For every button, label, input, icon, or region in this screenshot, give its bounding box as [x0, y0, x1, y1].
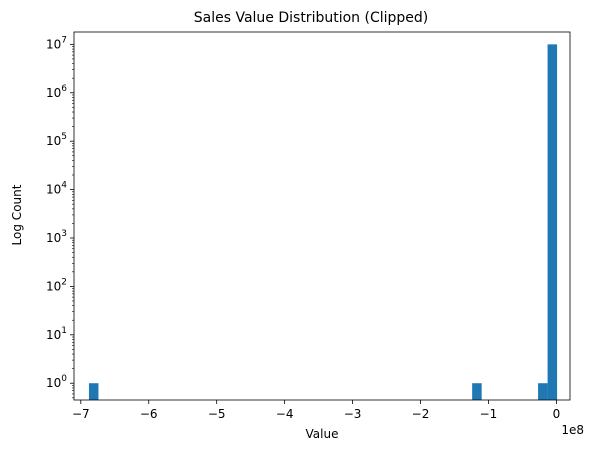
axes-frame	[73, 31, 571, 401]
histogram-bar-3	[547, 44, 558, 401]
x-tick-label-7: 0	[553, 407, 561, 421]
y-tick-label-5: 105	[46, 132, 67, 148]
x-offset-label: 1e8	[561, 423, 584, 437]
x-tick-label-1: −6	[140, 407, 158, 421]
plot-area: −7 −6 −5 −4 −3 −2 −1 0 100 101 102 103 104 105 106 107	[46, 31, 571, 421]
y-tick-label-7: 107	[46, 35, 67, 51]
histogram-bar-1	[472, 383, 482, 400]
x-tick-label-4: −3	[344, 407, 362, 421]
y-tick-label-2: 102	[46, 277, 67, 293]
x-tick-label-3: −4	[276, 407, 294, 421]
y-tick-label-6: 106	[46, 84, 67, 100]
y-axis-label: Log Count	[10, 184, 24, 245]
x-tick-label-6: −1	[480, 407, 498, 421]
x-tick-label-2: −5	[208, 407, 226, 421]
y-tick-label-0: 100	[46, 374, 67, 390]
histogram-bar-0	[88, 383, 99, 400]
y-tick-label-1: 101	[46, 326, 67, 342]
x-tick-label-0: −7	[72, 407, 90, 421]
histogram-bar-2	[538, 383, 548, 400]
x-tick-label-5: −2	[412, 407, 430, 421]
chart-title: Sales Value Distribution (Clipped)	[194, 10, 429, 26]
y-tick-label-4: 104	[46, 181, 67, 197]
y-tick-label-3: 103	[46, 229, 67, 245]
x-axis-label: Value	[306, 427, 339, 441]
